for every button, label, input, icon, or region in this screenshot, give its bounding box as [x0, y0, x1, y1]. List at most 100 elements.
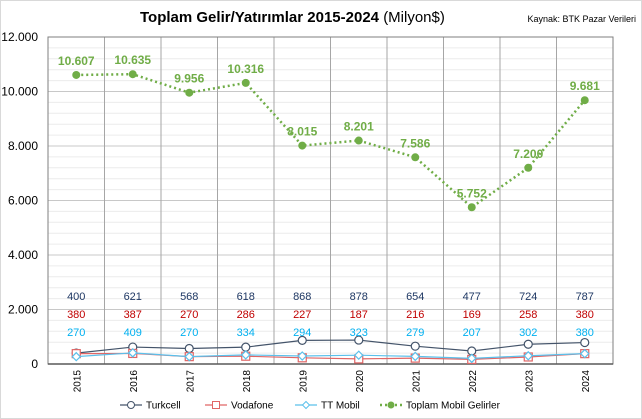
data-label: 400	[67, 291, 85, 303]
x-tick-label: 2023	[524, 370, 535, 393]
data-label: 227	[293, 309, 311, 321]
legend-marker-icon	[387, 401, 395, 409]
data-label: 724	[519, 291, 537, 303]
data-point	[298, 141, 307, 150]
x-tick-label: 2021	[411, 370, 422, 393]
data-label: 7.200	[513, 147, 543, 161]
data-label: 868	[293, 291, 311, 303]
data-point	[128, 70, 137, 79]
data-label: 568	[180, 291, 198, 303]
data-point	[411, 153, 420, 162]
data-label: 216	[406, 309, 424, 321]
data-label: 8.201	[344, 120, 374, 134]
chart-title: Toplam Gelir/Yatırımlar 2015-2024 (Milyo…	[140, 9, 445, 26]
title-text: Toplam Gelir/Yatırımlar 2015-2024	[140, 9, 380, 26]
data-label: 621	[124, 291, 142, 303]
x-tick-label: 2022	[468, 370, 479, 393]
data-label: 270	[67, 327, 85, 339]
y-tick-label: 4.000	[8, 248, 38, 262]
data-label: 477	[463, 291, 481, 303]
data-point	[580, 96, 589, 105]
y-tick-label: 2.000	[8, 303, 38, 317]
data-label: 618	[237, 291, 255, 303]
x-tick-label: 2024	[581, 370, 592, 393]
data-label: 787	[576, 291, 594, 303]
legend-label: Vodafone	[231, 401, 274, 412]
y-tick-label: 8.000	[8, 139, 38, 153]
data-label: 258	[519, 309, 537, 321]
series-line-turkcell	[76, 339, 585, 354]
x-tick-label: 2016	[129, 370, 140, 393]
data-label: 380	[576, 309, 594, 321]
title-unit: (Milyon$)	[383, 9, 445, 26]
data-label: 9.956	[174, 72, 204, 86]
data-label: 294	[293, 327, 311, 339]
legend-marker-icon	[301, 400, 311, 410]
series-line-toplam-mobil-gelirler	[76, 72, 586, 209]
data-label: 323	[350, 327, 368, 339]
series-line-tt-mobil	[76, 352, 585, 359]
y-tick-label: 6.000	[8, 194, 38, 208]
data-label: 10.635	[114, 53, 151, 67]
data-label: 10.607	[58, 54, 95, 68]
data-point	[184, 343, 194, 354]
data-label: 270	[180, 309, 198, 321]
legend-label: TT Mobil	[321, 401, 360, 412]
data-point	[523, 350, 534, 361]
data-point	[466, 353, 477, 364]
data-point	[410, 351, 421, 362]
data-label: 187	[350, 309, 368, 321]
y-tick-label: 12.000	[1, 30, 38, 44]
data-point	[580, 337, 590, 348]
x-tick-label: 2020	[355, 370, 366, 393]
y-tick-label: 0	[31, 357, 38, 371]
data-label: 279	[406, 327, 424, 339]
data-label: 387	[124, 309, 142, 321]
data-point	[184, 351, 195, 362]
x-tick-label: 2017	[185, 370, 196, 393]
data-point	[467, 203, 476, 212]
legend-marker-icon	[127, 401, 135, 409]
data-label: 7.586	[400, 136, 430, 150]
data-label: 286	[237, 309, 255, 321]
data-point	[354, 335, 364, 345]
data-point	[127, 348, 138, 358]
data-label: 302	[519, 327, 537, 339]
data-point	[241, 342, 251, 352]
data-label: 334	[237, 327, 255, 339]
legend-label: Toplam Mobil Gelirler	[406, 401, 501, 412]
data-point	[354, 136, 363, 145]
source-note: Kaynak: BTK Pazar Verileri	[527, 14, 636, 24]
x-tick-label: 2018	[242, 370, 253, 393]
data-point	[353, 350, 364, 361]
data-label: 409	[124, 327, 142, 339]
data-label: 169	[463, 309, 481, 321]
data-label: 9.681	[570, 79, 600, 93]
y-tick-label: 10.000	[1, 85, 38, 99]
data-point	[72, 70, 81, 79]
legend-marker-icon	[212, 401, 220, 409]
data-point	[71, 351, 82, 362]
data-label: 380	[67, 309, 85, 321]
data-label: 207	[463, 327, 481, 339]
data-point	[524, 163, 533, 172]
data-point	[410, 341, 420, 351]
data-label: 5.752	[457, 186, 487, 200]
data-point	[241, 78, 250, 87]
data-label: 878	[350, 291, 368, 303]
data-point	[297, 351, 308, 361]
data-label: 654	[406, 291, 424, 303]
data-label: 270	[180, 327, 198, 339]
data-point	[185, 88, 194, 97]
x-tick-label: 2019	[298, 370, 309, 393]
x-tick-label: 2015	[72, 370, 83, 393]
data-label: 8.015	[287, 125, 317, 139]
data-label: 10.316	[227, 62, 264, 76]
data-point	[240, 350, 251, 360]
data-point	[297, 335, 307, 345]
data-point	[523, 339, 533, 349]
data-point	[579, 348, 590, 359]
data-label: 380	[576, 327, 594, 339]
legend-label: Turkcell	[146, 401, 181, 412]
